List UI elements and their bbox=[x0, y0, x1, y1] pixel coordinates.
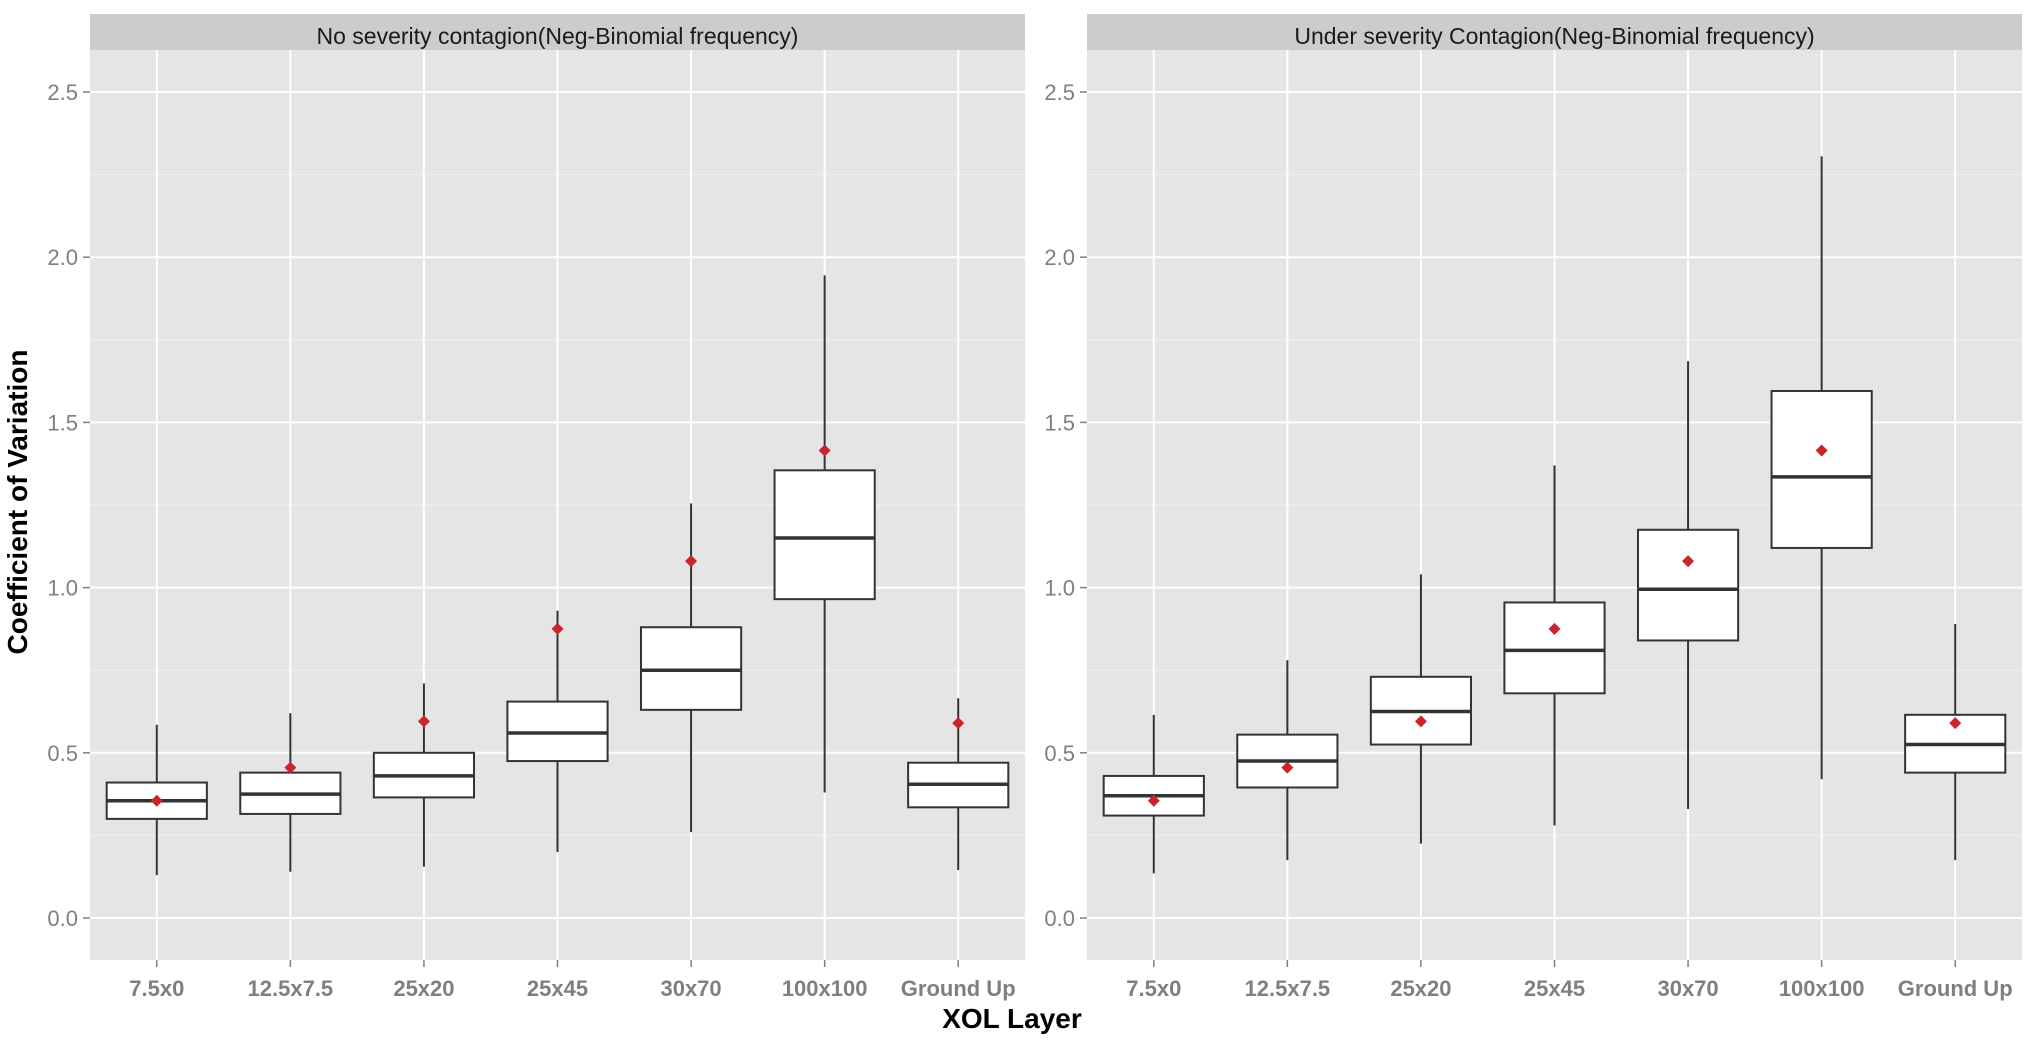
box-25x45 bbox=[506, 610, 609, 852]
mean-point bbox=[150, 794, 163, 807]
box-30x70 bbox=[639, 503, 743, 833]
y-axis-title: Coefficient of Variation bbox=[2, 350, 33, 655]
mean-point bbox=[1949, 717, 1962, 730]
mean-point bbox=[1147, 794, 1160, 807]
box-7.5x0 bbox=[1102, 714, 1205, 874]
mean-point bbox=[1281, 761, 1294, 774]
box-iqr bbox=[1636, 528, 1740, 642]
box-iqr bbox=[1503, 601, 1606, 695]
box-25x45 bbox=[1503, 465, 1606, 826]
box-100x100 bbox=[1770, 156, 1873, 780]
mean-point bbox=[551, 622, 564, 635]
box-Ground Up bbox=[907, 698, 1010, 871]
x-tick-label: 25x20 bbox=[1390, 976, 1451, 1001]
box-iqr bbox=[1770, 390, 1873, 549]
box-12.5x7.5 bbox=[1236, 660, 1339, 861]
y-tick-label: 2.0 bbox=[47, 245, 78, 270]
x-tick-label: 12.5x7.5 bbox=[1245, 976, 1331, 1001]
x-tick-label: 30x70 bbox=[660, 976, 721, 1001]
mean-point bbox=[1414, 715, 1427, 728]
x-tick-label: 100x100 bbox=[1779, 976, 1865, 1001]
box-100x100 bbox=[773, 275, 876, 793]
y-tick-label: 0.0 bbox=[47, 906, 78, 931]
x-tick-label: 7.5x0 bbox=[129, 976, 184, 1001]
x-tick-label: 100x100 bbox=[782, 976, 868, 1001]
y-tick-label: 1.5 bbox=[1044, 410, 1075, 435]
x-tick-label: Ground Up bbox=[1898, 976, 2013, 1001]
box-Ground Up bbox=[1904, 623, 2007, 861]
x-axis-title: XOL Layer bbox=[942, 1003, 1082, 1034]
x-tick-label: 30x70 bbox=[1657, 976, 1718, 1001]
facet-strip bbox=[90, 14, 1025, 50]
y-tick-label: 1.0 bbox=[1044, 576, 1075, 601]
box-25x20 bbox=[1369, 574, 1473, 844]
box-12.5x7.5 bbox=[239, 713, 342, 872]
facet-panel-2: Under severity Contagion(Neg-Binomial fr… bbox=[1044, 14, 2022, 1001]
facet-title: Under severity Contagion(Neg-Binomial fr… bbox=[1294, 23, 1814, 49]
mean-point bbox=[284, 761, 297, 774]
mean-point bbox=[417, 715, 430, 728]
mean-point bbox=[818, 444, 831, 457]
x-tick-label: 25x45 bbox=[527, 976, 588, 1001]
y-tick-label: 1.0 bbox=[47, 576, 78, 601]
y-tick-label: 0.0 bbox=[1044, 906, 1075, 931]
y-tick-label: 0.5 bbox=[1044, 741, 1075, 766]
mean-point bbox=[1548, 622, 1561, 635]
x-tick-label: 25x20 bbox=[393, 976, 454, 1001]
x-tick-label: 25x45 bbox=[1524, 976, 1585, 1001]
mean-point bbox=[1815, 444, 1828, 457]
x-tick-label: 12.5x7.5 bbox=[248, 976, 334, 1001]
facets-group: No severity contagion(Neg-Binomial frequ… bbox=[47, 14, 2022, 1001]
y-tick-label: 0.5 bbox=[47, 741, 78, 766]
facet-title: No severity contagion(Neg-Binomial frequ… bbox=[317, 23, 799, 49]
box-30x70 bbox=[1636, 361, 1740, 809]
x-tick-label: 7.5x0 bbox=[1126, 976, 1181, 1001]
mean-point bbox=[952, 717, 965, 730]
mean-point bbox=[1682, 555, 1695, 568]
y-tick-label: 2.0 bbox=[1044, 245, 1075, 270]
box-iqr bbox=[773, 469, 876, 601]
box-7.5x0 bbox=[105, 724, 208, 876]
facet-panel-1: No severity contagion(Neg-Binomial frequ… bbox=[47, 14, 1025, 1001]
mean-point bbox=[685, 555, 698, 568]
y-tick-label: 2.5 bbox=[47, 80, 78, 105]
y-tick-label: 1.5 bbox=[47, 410, 78, 435]
facet-strip bbox=[1087, 14, 2022, 50]
y-tick-label: 2.5 bbox=[1044, 80, 1075, 105]
x-tick-label: Ground Up bbox=[901, 976, 1016, 1001]
box-25x20 bbox=[372, 683, 476, 867]
